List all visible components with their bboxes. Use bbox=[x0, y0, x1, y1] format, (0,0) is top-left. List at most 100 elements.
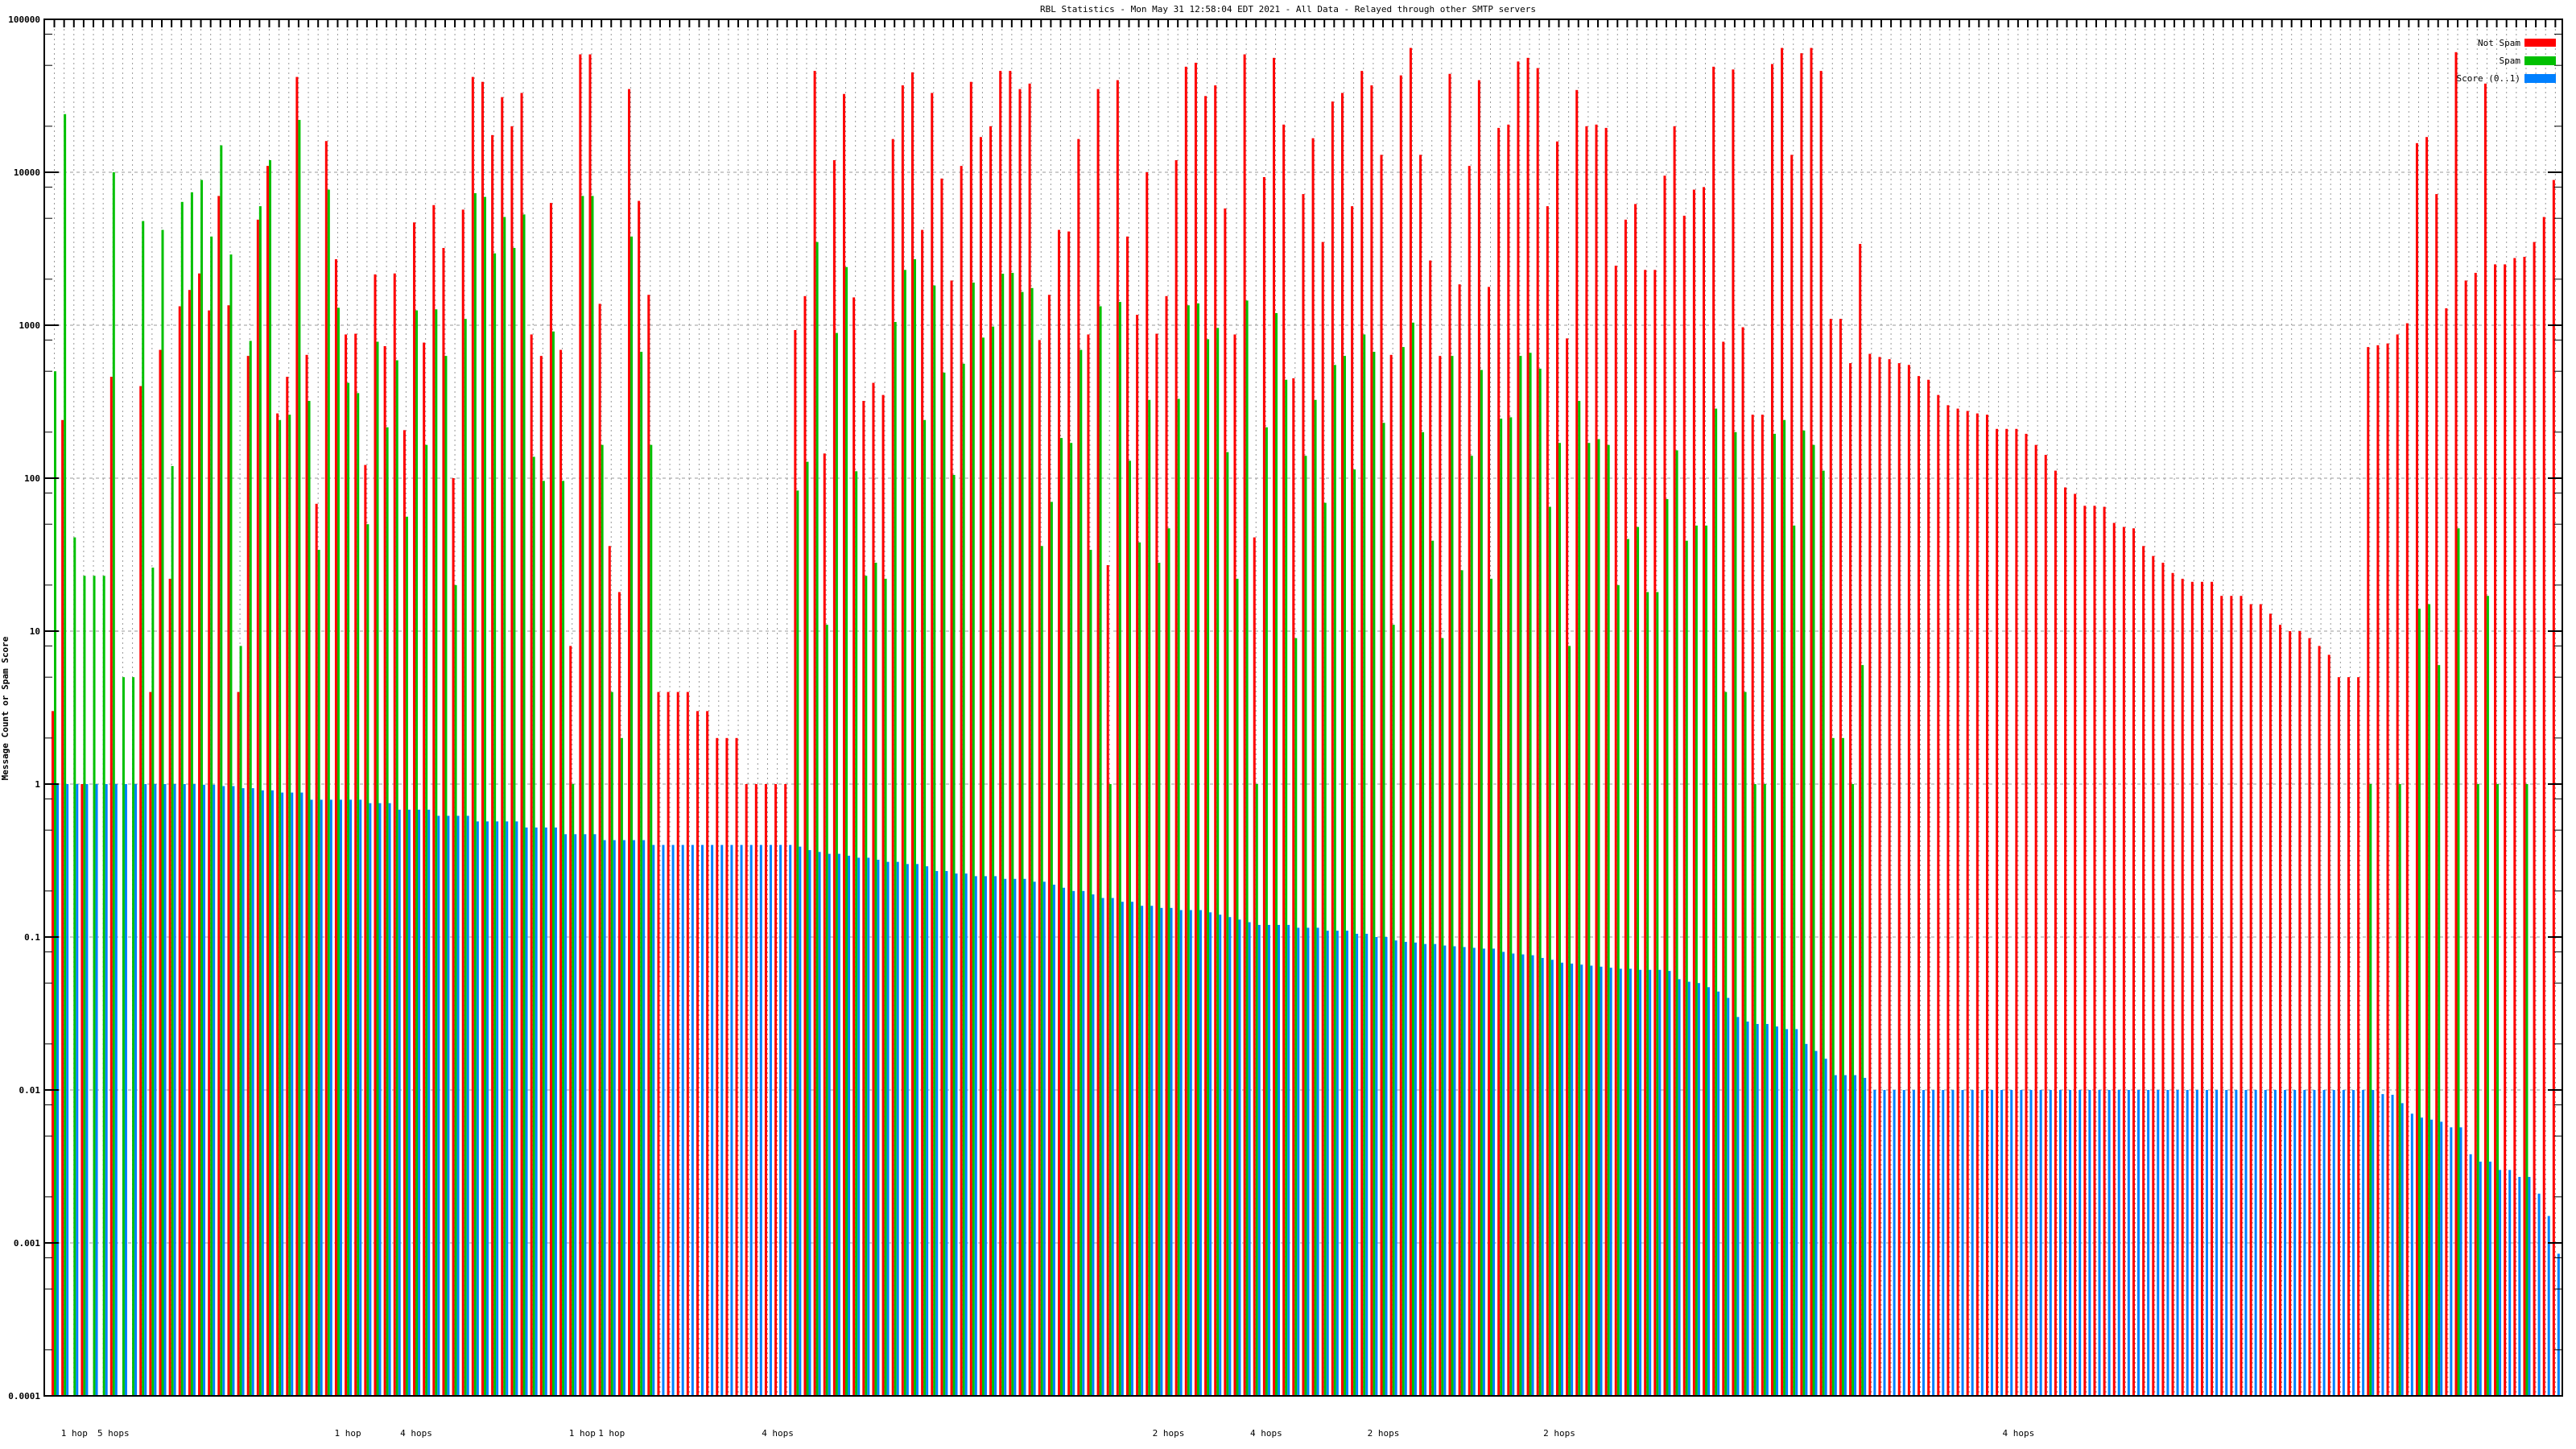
bar-score bbox=[1063, 887, 1066, 1396]
bar-not-spam bbox=[2064, 487, 2067, 1396]
bar-not-spam bbox=[1497, 127, 1501, 1396]
bar-score bbox=[700, 844, 704, 1396]
bar-spam bbox=[425, 444, 428, 1397]
bar-score bbox=[1316, 927, 1319, 1396]
bar-score bbox=[2430, 1119, 2434, 1396]
bar-score bbox=[1756, 1024, 1759, 1396]
bar-score bbox=[2303, 1090, 2306, 1396]
bar-not-spam bbox=[979, 137, 982, 1396]
bar-spam bbox=[1187, 305, 1190, 1396]
bar-spam bbox=[83, 576, 86, 1396]
bar-not-spam bbox=[442, 248, 445, 1397]
bar-not-spam bbox=[598, 303, 601, 1396]
bar-not-spam bbox=[2454, 52, 2458, 1396]
bar-score bbox=[1814, 1051, 1818, 1396]
bar-not-spam bbox=[1087, 334, 1090, 1396]
bar-spam bbox=[1460, 570, 1463, 1397]
bar-score bbox=[896, 861, 899, 1396]
bar-spam bbox=[1490, 578, 1493, 1396]
bar-not-spam bbox=[2054, 470, 2057, 1396]
legend-label-spam: Spam bbox=[2500, 56, 2521, 66]
bar-score bbox=[1746, 1022, 1749, 1396]
bar-score bbox=[2372, 1090, 2375, 1396]
bar-spam bbox=[903, 270, 906, 1396]
bar-not-spam bbox=[2259, 604, 2262, 1396]
bar-not-spam bbox=[1790, 155, 1794, 1396]
bar-score bbox=[1609, 968, 1612, 1396]
bar-spam bbox=[395, 360, 398, 1397]
bar-score bbox=[1375, 937, 1378, 1396]
bar-spam bbox=[650, 444, 653, 1397]
bar-spam bbox=[845, 266, 848, 1396]
bar-spam bbox=[1666, 498, 1669, 1396]
bar-score bbox=[2362, 1090, 2365, 1396]
bar-score bbox=[2440, 1121, 2443, 1396]
bar-score bbox=[886, 861, 890, 1396]
bar-not-spam bbox=[2161, 563, 2165, 1396]
bar-not-spam bbox=[1536, 68, 1539, 1396]
bar-not-spam bbox=[1321, 242, 1324, 1396]
bar-score bbox=[2264, 1090, 2267, 1396]
y-axis-ticks: 100000 10000 1000 100 10 1 0.1 0.01 0.001 0.0001 bbox=[8, 14, 2562, 1402]
x-tick-label: 4 hops bbox=[1250, 1428, 1282, 1439]
bar-not-spam bbox=[1819, 71, 1823, 1396]
bar-not-spam bbox=[2132, 528, 2136, 1396]
bar-score bbox=[1560, 962, 1563, 1396]
legend-swatch-not-spam bbox=[2524, 39, 2556, 47]
bar-spam bbox=[93, 576, 96, 1396]
bar-spam bbox=[112, 172, 115, 1396]
bar-score bbox=[1707, 987, 1711, 1396]
bar-not-spam bbox=[1722, 341, 1725, 1397]
bar-spam bbox=[551, 331, 555, 1397]
bar-score bbox=[1864, 1077, 1867, 1396]
bar-score bbox=[779, 844, 782, 1396]
bar-score bbox=[564, 834, 568, 1396]
bar-not-spam bbox=[2425, 137, 2429, 1396]
bar-not-spam bbox=[345, 334, 348, 1396]
bar-score bbox=[2499, 1170, 2502, 1396]
bar-score bbox=[281, 792, 284, 1396]
bar-spam bbox=[1040, 546, 1043, 1397]
bar-score bbox=[633, 840, 636, 1396]
bar-score bbox=[1179, 910, 1183, 1396]
bar-spam bbox=[64, 114, 67, 1396]
bar-spam bbox=[1343, 356, 1346, 1397]
bar-spam bbox=[835, 332, 838, 1396]
bar-not-spam bbox=[881, 394, 885, 1396]
bar-spam bbox=[1841, 737, 1844, 1396]
bar-spam bbox=[258, 206, 262, 1397]
bar-score bbox=[1697, 983, 1700, 1396]
bar-not-spam bbox=[1077, 138, 1080, 1396]
bar-score bbox=[506, 821, 509, 1396]
x-tick-label: 1 hop bbox=[569, 1428, 596, 1439]
bar-spam bbox=[1685, 540, 1688, 1396]
bar-spam bbox=[591, 196, 594, 1396]
bar-spam bbox=[1548, 506, 1551, 1397]
bar-not-spam bbox=[1419, 155, 1422, 1396]
bar-not-spam bbox=[393, 273, 396, 1397]
bar-spam bbox=[1304, 456, 1307, 1397]
bar-spam bbox=[473, 192, 477, 1397]
bar-score bbox=[945, 871, 948, 1396]
bar-score bbox=[730, 844, 733, 1396]
bar-not-spam bbox=[2025, 433, 2028, 1396]
bar-not-spam bbox=[608, 546, 611, 1397]
bar-not-spam bbox=[1038, 340, 1041, 1397]
bar-not-spam bbox=[374, 274, 377, 1397]
bar-score bbox=[192, 784, 196, 1396]
bar-not-spam bbox=[2240, 596, 2243, 1396]
bar-score bbox=[525, 827, 528, 1396]
bar-score bbox=[270, 790, 274, 1396]
bar-score bbox=[1590, 965, 1593, 1396]
bar-score bbox=[1042, 881, 1046, 1396]
bar-score bbox=[759, 844, 762, 1396]
bar-spam bbox=[1099, 306, 1102, 1396]
bar-score bbox=[1130, 902, 1133, 1396]
bar-score bbox=[1141, 906, 1144, 1396]
bar-not-spam bbox=[139, 386, 142, 1396]
bar-not-spam bbox=[2337, 677, 2340, 1396]
bar-spam bbox=[1333, 365, 1336, 1397]
bar-spam bbox=[513, 248, 516, 1397]
bar-not-spam bbox=[1058, 229, 1061, 1396]
